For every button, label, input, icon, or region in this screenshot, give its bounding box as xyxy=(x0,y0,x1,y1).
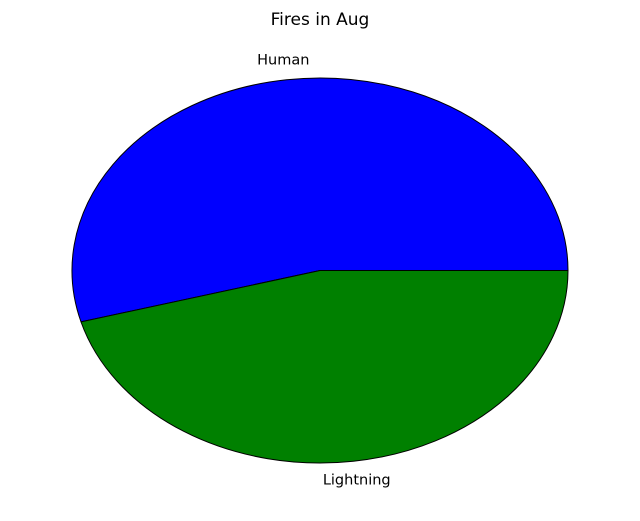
pie-slice-human xyxy=(71,77,569,323)
slice-label-human: Human xyxy=(257,53,309,69)
slice-label-lightning: Lightning xyxy=(323,472,391,488)
chart-title: Fires in Aug xyxy=(271,10,370,30)
pie-slices xyxy=(71,77,569,464)
pie-labels: Human Lightning xyxy=(257,53,391,489)
pie-slice-lightning xyxy=(80,270,569,464)
